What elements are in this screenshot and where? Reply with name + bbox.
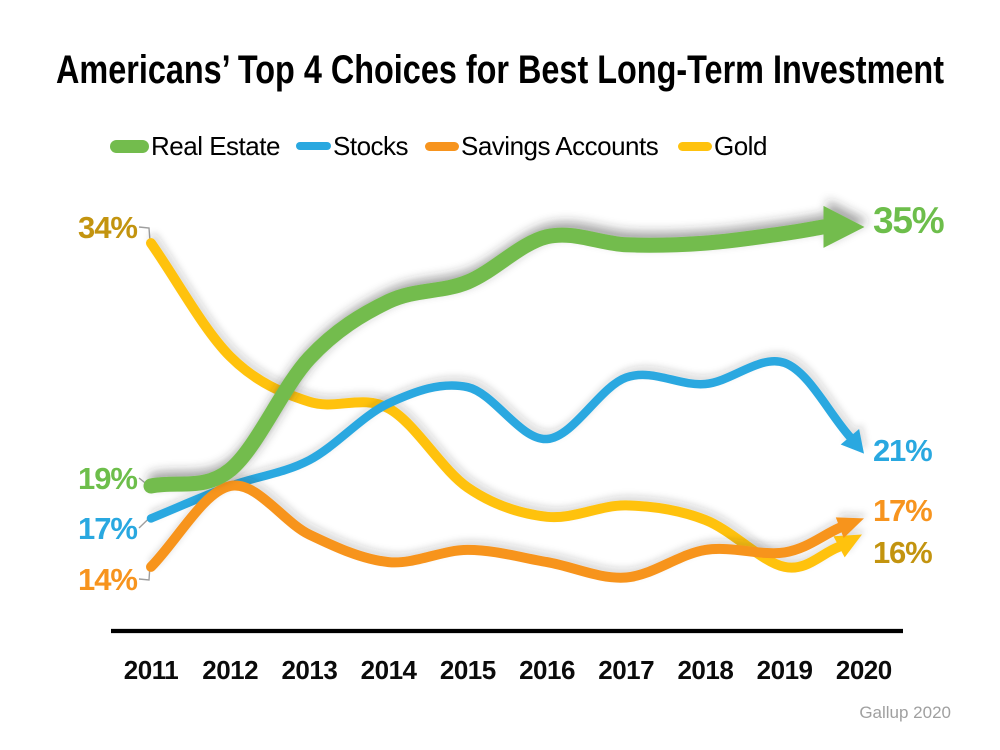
x-tick-label-2018: 2018	[677, 655, 734, 685]
x-tick-label-2014: 2014	[360, 655, 417, 685]
end-value-label-stocks: 21%	[873, 433, 933, 468]
start-value-label-savings-accounts: 14%	[77, 562, 138, 597]
series-real-estate	[143, 205, 865, 494]
start-value-label-stocks: 17%	[77, 511, 138, 546]
x-tick-label-2013: 2013	[281, 655, 338, 685]
end-value-label-real-estate: 35%	[873, 200, 945, 241]
arrowhead-savings-accounts	[835, 517, 864, 538]
series-line-savings-accounts	[146, 480, 845, 583]
arrowhead-stocks	[840, 429, 864, 454]
legend-label: Gold	[714, 130, 767, 161]
legend-swatch-real-estate	[110, 139, 149, 153]
x-tick-label-2011: 2011	[123, 655, 179, 685]
arrowhead-gold	[833, 534, 862, 558]
legend-item-savings-accounts: Savings Accounts	[425, 130, 659, 161]
end-value-label-gold: 16%	[873, 535, 933, 570]
end-value-label-savings-accounts: 17%	[873, 493, 933, 528]
chart-title: Americans’ Top 4 Choices for Best Long-T…	[56, 48, 944, 92]
arrowhead-real-estate	[823, 205, 865, 248]
legend-label: Real Estate	[151, 130, 280, 161]
legend-swatch-stocks	[296, 142, 331, 150]
x-tick-label-2019: 2019	[756, 655, 813, 685]
x-tick-label-2015: 2015	[439, 655, 496, 685]
legend-item-stocks: Stocks	[296, 130, 409, 161]
series-stocks	[146, 357, 864, 523]
source-note: Gallup 2020	[859, 703, 951, 722]
series-gold	[146, 238, 862, 573]
label-leader-gold	[138, 226, 151, 242]
label-leader-lines	[138, 226, 151, 581]
x-tick-label-2012: 2012	[202, 655, 259, 685]
x-tick-label-2016: 2016	[519, 655, 575, 685]
legend-item-real-estate: Real Estate	[110, 130, 280, 161]
series-savings-accounts	[146, 480, 864, 583]
series-line-stocks	[146, 357, 855, 523]
start-value-label-gold: 34%	[77, 210, 138, 245]
series-line-real-estate	[143, 219, 831, 494]
x-tick-label-2020: 2020	[835, 655, 892, 685]
x-tick-label-2017: 2017	[598, 655, 655, 685]
series-line-gold	[146, 238, 844, 573]
legend-item-gold: Gold	[678, 130, 767, 161]
legend-swatch-gold	[678, 141, 712, 151]
legend-label: Savings Accounts	[461, 130, 659, 161]
start-value-label-real-estate: 19%	[77, 461, 138, 496]
legend-swatch-savings-accounts	[425, 141, 459, 151]
legend-label: Stocks	[333, 130, 409, 161]
